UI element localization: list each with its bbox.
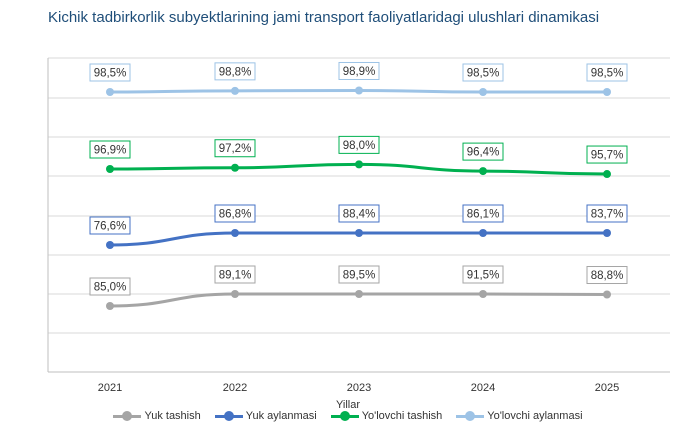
data-label: 88,4% (343, 209, 376, 221)
data-point (231, 163, 239, 172)
data-point (231, 290, 239, 298)
data-label: 76,6% (94, 221, 127, 233)
data-label: 89,1% (219, 270, 252, 282)
data-label: 95,7% (591, 150, 624, 162)
data-label-box (586, 266, 628, 285)
data-label: 86,8% (219, 209, 252, 221)
data-label-box (214, 204, 256, 223)
data-point (355, 290, 363, 298)
x-tick-label: 2024 (471, 382, 495, 394)
legend-swatch-yuk-tashish (113, 411, 142, 421)
data-label-box (586, 204, 628, 223)
data-point (355, 160, 363, 169)
x-tick-label: 2022 (223, 382, 247, 394)
data-label-box (462, 142, 504, 161)
data-label: 98,8% (219, 66, 252, 78)
line-chart: 2021 2022 2023 2024 2025 85,0% 89,1% 89,5% 91,5%… (47, 57, 670, 394)
data-point (355, 86, 363, 95)
data-label-box (586, 145, 628, 164)
data-label: 98,0% (343, 140, 376, 152)
data-point (355, 229, 363, 237)
legend: Yuk tashish Yuk aylanmasi Yo'lovchi tash… (0, 410, 696, 422)
legend-label-yolovchi-aylanmasi: Yo'lovchi aylanmasi (487, 410, 583, 422)
data-point (479, 88, 487, 96)
data-label: 85,0% (94, 282, 127, 294)
data-label: 96,4% (467, 147, 500, 159)
data-label-box (214, 62, 256, 81)
data-label-box (214, 265, 256, 284)
data-point (603, 229, 611, 237)
data-label: 91,5% (467, 270, 500, 282)
data-point (479, 229, 487, 237)
data-point (231, 86, 239, 95)
x-tick-label: 2021 (98, 382, 122, 394)
data-label-box (338, 61, 380, 80)
data-label-box (89, 140, 131, 159)
x-tick-label: 2023 (347, 382, 371, 394)
legend-item-yolovchi-tashish: Yo'lovchi tashish (330, 410, 443, 422)
data-label: 98,5% (467, 68, 500, 80)
data-label-box (338, 265, 380, 284)
data-point (231, 229, 239, 237)
data-label: 89,5% (343, 270, 376, 282)
data-label-box (338, 204, 380, 223)
data-point (106, 241, 114, 249)
data-label-box (462, 265, 504, 284)
data-label: 98,5% (591, 68, 624, 80)
data-label: 98,5% (94, 68, 127, 80)
data-point (106, 88, 114, 96)
data-label: 83,7% (591, 209, 624, 221)
x-axis-title: Yillar (335, 399, 361, 411)
data-label-box (89, 277, 131, 296)
x-tick-label: 2025 (595, 382, 619, 394)
data-point (603, 290, 611, 299)
data-point (479, 167, 487, 176)
data-label-box (214, 139, 256, 158)
data-label: 97,2% (219, 143, 252, 155)
legend-label-yolovchi-tashish: Yo'lovchi tashish (361, 410, 443, 422)
data-label: 86,1% (467, 209, 500, 221)
legend-item-yuk-aylanmasi: Yuk aylanmasi (214, 410, 317, 422)
data-label-box (89, 216, 131, 235)
data-label-box (462, 63, 504, 82)
data-label: 88,8% (591, 270, 624, 282)
data-point (479, 290, 487, 298)
legend-label-yuk-tashish: Yuk tashish (144, 410, 201, 422)
data-label: 96,9% (94, 145, 127, 157)
data-label-box (462, 204, 504, 223)
legend-swatch-yuk-aylanmasi (214, 411, 243, 421)
legend-item-yuk-tashish: Yuk tashish (113, 410, 201, 422)
data-label-box (338, 135, 380, 154)
data-point (603, 170, 611, 179)
data-point (603, 88, 611, 96)
legend-swatch-yolovchi-aylanmasi (456, 411, 485, 421)
data-point (106, 302, 114, 310)
chart-title: Kichik tadbirkorlik subyektlarining jami… (48, 9, 600, 26)
data-label-box (89, 63, 131, 82)
legend-label-yuk-aylanmasi: Yuk aylanmasi (245, 410, 317, 422)
legend-swatch-yolovchi-tashish (330, 411, 359, 421)
data-label: 98,9% (343, 66, 376, 78)
legend-item-yolovchi-aylanmasi: Yo'lovchi aylanmasi (456, 410, 583, 422)
data-label-box (586, 63, 628, 82)
data-point (106, 165, 114, 173)
